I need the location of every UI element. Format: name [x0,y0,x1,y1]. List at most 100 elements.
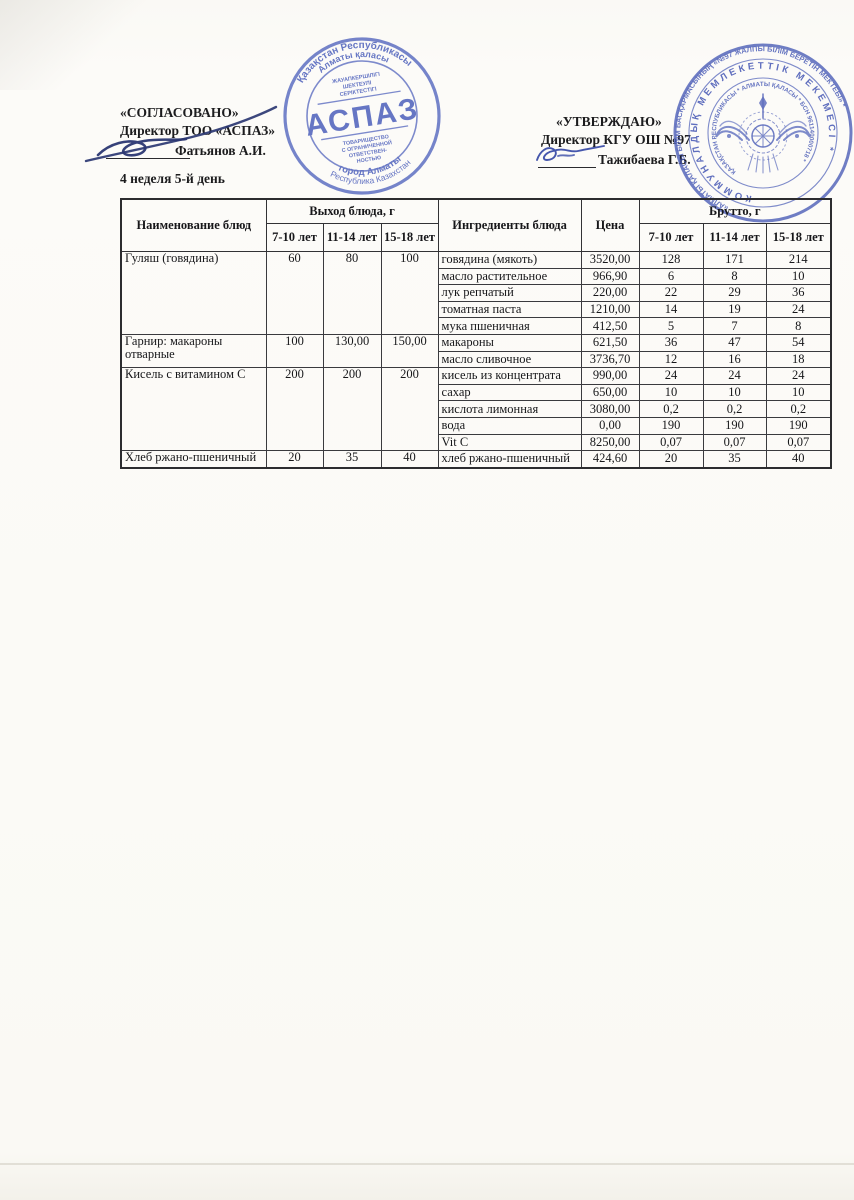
ingredient-row: лук репчатый 220,00 22 29 36 [121,284,832,302]
output-weight-cell: 200 [322,367,382,452]
approved-block: «УТВЕРЖДАЮ» Директор КГУ ОШ №97 Тажибаев… [536,113,691,170]
agreed-role: Директор ТОО «АСПАЗ» [120,123,275,138]
col-header-age-15-18: 15-18 лет [765,223,832,252]
price-cell: 621,50 [580,333,640,352]
svg-text:«АЛМАТЫ ҚАЛАСЫ БІЛІМ БАСҚАРМАС: «АЛМАТЫ ҚАЛАСЫ БІЛІМ БАСҚАРМАСЫНЫҢ «№97 … [673,44,848,213]
col-header-age-15-18: 15-18 лет [380,223,439,252]
signature-line [538,167,596,168]
output-weight-cell: 100 [380,251,439,335]
brutto-cell: 10 [702,383,767,402]
dish-name-cell: Хлеб ржано-пшеничный [120,450,267,469]
agreed-signature-row: Фатьянов А.И. [84,105,278,163]
col-header-age-11-14: 11-14 лет [702,223,767,252]
aspaz-company-stamp: Қазақстан Республикасы Алматы қаласы гор… [283,32,441,195]
brutto-cell: 8 [765,317,832,335]
approved-signer-name: Тажибаева Г.Б. [598,152,691,167]
ingredient-name-cell: сахар [437,383,582,402]
svg-text:КОММУНАЛДЫҚ МЕМЛЕКЕТТІК МЕКЕМЕ: КОММУНАЛДЫҚ МЕМЛЕКЕТТІК МЕКЕМЕСІ * [689,61,837,204]
ingredient-row: Vit C 8250,00 0,07 0,07 0,07 [121,433,832,452]
col-header-dish-name: Наименование блюд [120,198,267,252]
agreed-block: «СОГЛАСОВАНО» Директор ТОО «АСПАЗ» Фатья… [84,104,278,187]
price-cell: 0,00 [580,416,640,435]
price-cell: 8250,00 [580,433,640,452]
price-cell: 220,00 [580,284,640,302]
brutto-cell: 190 [702,416,767,435]
brutto-cell: 6 [638,267,704,286]
brutto-cell: 214 [765,251,832,269]
stamp-llp-line1: ЖАУАПКЕРШІЛІГІ [331,72,381,86]
brutto-cell: 36 [638,333,704,352]
stamp-arc-city-ru: город Алматы [335,153,404,183]
brutto-cell: 171 [702,251,767,269]
output-weight-cell: 60 [265,251,324,335]
svg-text:ҚАЗАҚСТАН РЕСПУБЛИКАСЫ * АЛМАТ: ҚАЗАҚСТАН РЕСПУБЛИКАСЫ * АЛМАТЫ ҚАЛАСЫ *… [711,81,815,176]
brutto-cell: 24 [765,367,832,385]
menu-table-header: Наименование блюд Выход блюда, г Ингреди… [120,198,832,252]
brutto-cell: 8 [702,267,767,286]
dish-name-cell: Гарнир: макароны отварные [120,333,267,369]
price-cell: 650,00 [580,383,640,402]
output-weight-cell: 200 [380,367,439,452]
price-cell: 3080,00 [580,400,640,418]
ingredient-name-cell: говядина (мякоть) [437,251,582,269]
ingredient-row: кислота лимонная 3080,00 0,2 0,2 0,2 [121,400,832,418]
ingredient-name-cell: масло растительное [437,267,582,286]
kazakhstan-emblem-icon [715,93,811,174]
brutto-cell: 47 [702,333,767,352]
brutto-cell: 0,07 [638,433,704,452]
brutto-cell: 10 [638,383,704,402]
price-cell: 412,50 [580,317,640,335]
stamp-arc-republic-bin: ҚАЗАҚСТАН РЕСПУБЛИКАСЫ * АЛМАТЫ ҚАЛАСЫ *… [711,81,815,176]
output-weight-cell: 130,00 [322,333,382,369]
col-header-age-11-14: 11-14 лет [322,223,382,252]
brutto-cell: 20 [638,450,704,469]
brutto-cell: 24 [765,300,832,319]
ingredient-row: Гуляш (говядина) 60 80 100 говядина (мякоть)… [120,251,832,335]
ingredient-name-cell: Vit C [437,433,582,452]
col-header-age-7-10: 7-10 лет [638,223,704,252]
ingredient-name-cell: макароны [437,333,582,352]
brutto-cell: 7 [702,317,767,335]
brutto-cell: 14 [638,300,704,319]
brutto-cell: 0,07 [765,433,832,452]
brutto-cell: 0,2 [638,400,704,418]
ingredient-row: Хлеб ржано-пшеничный 20 35 40 хлеб ржано-пше… [120,450,832,469]
stamp-too-line4: НОСТЬЮ [356,155,382,165]
ingredient-name-cell: лук репчатый [437,284,582,302]
ingredient-name-cell: вода [437,416,582,435]
stamp-arc-city-kz: Алматы қаласы [314,44,392,76]
brutto-cell: 0,2 [702,400,767,418]
ingredient-name-cell: кисель из концентрата [437,367,582,385]
brutto-cell: 10 [765,383,832,402]
price-cell: 966,90 [580,267,640,286]
stamp-center-name: АСПАЗ [303,92,421,143]
output-weight-cell: 150,00 [380,333,439,369]
week-day-label: 4 неделя 5-й день [120,171,225,186]
price-cell: 3520,00 [580,251,640,269]
output-weight-cell: 35 [322,450,382,469]
brutto-cell: 0,07 [702,433,767,452]
stamp-arc-country-ru: Республика Казахстан [328,156,415,192]
col-header-ingredients: Ингредиенты блюда [437,198,582,252]
price-cell: 3736,70 [580,350,640,369]
ingredient-row: томатная паста 1210,00 14 19 24 [121,300,832,319]
approved-signature-row: Тажибаева Г.Б. [536,145,691,170]
col-header-brutto-group: Брутто, г [638,198,832,224]
svg-text:Қазақстан Республикасы: Қазақстан Республикасы [291,32,415,87]
stamp-arc-country: Қазақстан Республикасы [291,32,415,87]
stamp-llp-line3: СЕРІКТЕСТІГІ [339,86,377,98]
ingredient-name-cell: томатная паста [437,300,582,319]
brutto-cell: 16 [702,350,767,369]
ingredient-row: Гарнир: макароны отварные 100 130,00 150,00… [120,333,832,369]
brutto-cell: 128 [638,251,704,269]
output-weight-cell: 20 [265,450,324,469]
dish-name-cell: Кисель с витамином С [120,367,267,452]
menu-table-body: Гуляш (говядина) 60 80 100 говядина (мякоть)… [120,251,832,469]
col-header-price: Цена [580,198,640,252]
ingredient-row: Кисель с витамином С 200 200 200 кисель из к… [120,367,832,452]
brutto-cell: 0,2 [765,400,832,418]
ingredient-name-cell: хлеб ржано-пшеничный [437,450,582,469]
stamp-arc-school-name: «АЛМАТЫ ҚАЛАСЫ БІЛІМ БАСҚАРМАСЫНЫҢ «№97 … [673,44,848,213]
stamp-llp-line2: ШЕКТЕУЛІ [342,80,372,91]
stamp-too-line3: ОТВЕТСТВЕН- [348,148,387,160]
